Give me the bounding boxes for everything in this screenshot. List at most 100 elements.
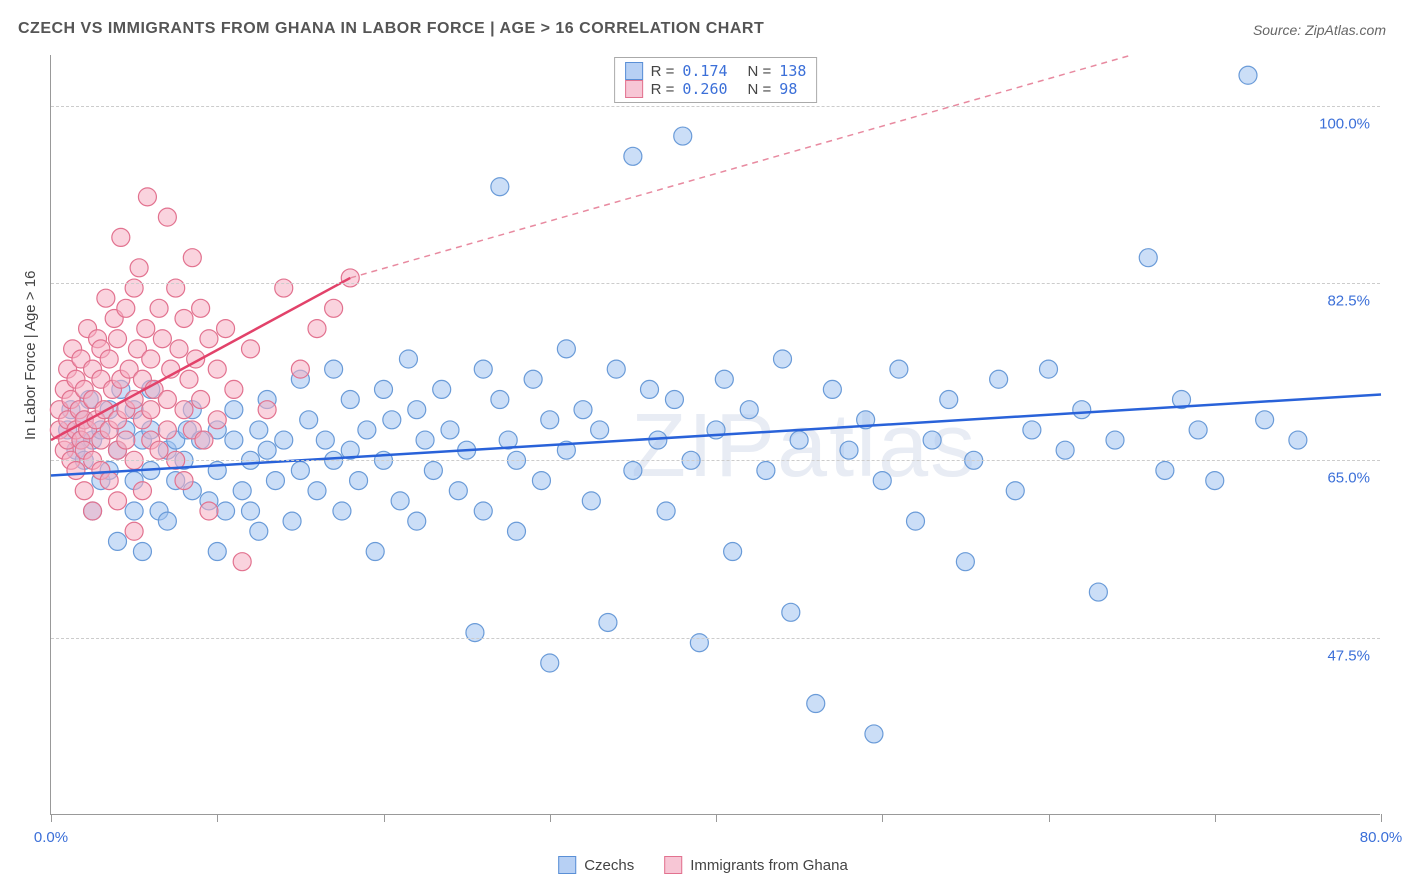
y-axis-title: In Labor Force | Age > 16 bbox=[22, 271, 39, 440]
gridline-h bbox=[51, 106, 1380, 107]
scatter-point bbox=[840, 441, 858, 459]
scatter-point bbox=[158, 208, 176, 226]
x-tick-label: 80.0% bbox=[1360, 829, 1403, 846]
trend-line bbox=[51, 394, 1381, 475]
scatter-point bbox=[1139, 249, 1157, 267]
scatter-point bbox=[233, 553, 251, 571]
x-tick bbox=[1381, 814, 1382, 822]
scatter-point bbox=[130, 259, 148, 277]
scatter-point bbox=[574, 401, 592, 419]
scatter-point bbox=[1006, 482, 1024, 500]
y-tick-label: 65.0% bbox=[1327, 470, 1370, 487]
scatter-point bbox=[117, 299, 135, 317]
scatter-point bbox=[1206, 472, 1224, 490]
x-tick bbox=[550, 814, 551, 822]
chart-title: CZECH VS IMMIGRANTS FROM GHANA IN LABOR … bbox=[18, 20, 764, 38]
scatter-point bbox=[1256, 411, 1274, 429]
scatter-point bbox=[112, 228, 130, 246]
scatter-point bbox=[150, 299, 168, 317]
scatter-point bbox=[1156, 461, 1174, 479]
scatter-point bbox=[325, 360, 343, 378]
scatter-point bbox=[1239, 66, 1257, 84]
scatter-point bbox=[541, 654, 559, 672]
scatter-point bbox=[582, 492, 600, 510]
scatter-point bbox=[399, 350, 417, 368]
x-tick bbox=[716, 814, 717, 822]
scatter-point bbox=[300, 411, 318, 429]
scatter-point bbox=[283, 512, 301, 530]
trend-line-extrapolated bbox=[350, 55, 1131, 278]
scatter-point bbox=[607, 360, 625, 378]
y-tick-label: 100.0% bbox=[1319, 115, 1370, 132]
scatter-point bbox=[125, 522, 143, 540]
scatter-point bbox=[1023, 421, 1041, 439]
scatter-point bbox=[200, 330, 218, 348]
scatter-point bbox=[449, 482, 467, 500]
scatter-point bbox=[200, 502, 218, 520]
scatter-point bbox=[242, 502, 260, 520]
scatter-point bbox=[990, 370, 1008, 388]
scatter-point bbox=[433, 380, 451, 398]
scatter-point bbox=[823, 380, 841, 398]
scatter-point bbox=[1073, 401, 1091, 419]
scatter-point bbox=[167, 279, 185, 297]
x-tick bbox=[384, 814, 385, 822]
scatter-point bbox=[350, 472, 368, 490]
gridline-h bbox=[51, 283, 1380, 284]
scatter-point bbox=[158, 421, 176, 439]
scatter-point bbox=[158, 391, 176, 409]
scatter-point bbox=[790, 431, 808, 449]
scatter-point bbox=[183, 249, 201, 267]
scatter-point bbox=[474, 502, 492, 520]
scatter-point bbox=[1040, 360, 1058, 378]
scatter-point bbox=[491, 391, 509, 409]
scatter-point bbox=[657, 502, 675, 520]
scatter-point bbox=[217, 502, 235, 520]
scatter-point bbox=[308, 320, 326, 338]
scatter-point bbox=[275, 431, 293, 449]
scatter-point bbox=[208, 543, 226, 561]
scatter-point bbox=[137, 320, 155, 338]
scatter-point bbox=[195, 431, 213, 449]
scatter-point bbox=[508, 522, 526, 540]
scatter-point bbox=[308, 482, 326, 500]
scatter-point bbox=[175, 472, 193, 490]
scatter-point bbox=[956, 553, 974, 571]
scatter-point bbox=[408, 401, 426, 419]
scatter-point bbox=[366, 543, 384, 561]
scatter-point bbox=[109, 330, 127, 348]
scatter-point bbox=[341, 391, 359, 409]
scatter-point bbox=[158, 512, 176, 530]
scatter-point bbox=[175, 309, 193, 327]
scatter-point bbox=[624, 147, 642, 165]
source-attribution: Source: ZipAtlas.com bbox=[1253, 22, 1386, 38]
scatter-point bbox=[333, 502, 351, 520]
scatter-point bbox=[474, 360, 492, 378]
scatter-point bbox=[757, 461, 775, 479]
scatter-point bbox=[599, 613, 617, 631]
scatter-point bbox=[100, 472, 118, 490]
scatter-point bbox=[316, 431, 334, 449]
scatter-point bbox=[192, 299, 210, 317]
scatter-point bbox=[225, 380, 243, 398]
scatter-point bbox=[250, 522, 268, 540]
scatter-point bbox=[325, 299, 343, 317]
scatter-point bbox=[873, 472, 891, 490]
scatter-point bbox=[466, 624, 484, 642]
scatter-point bbox=[890, 360, 908, 378]
scatter-point bbox=[97, 289, 115, 307]
scatter-point bbox=[624, 461, 642, 479]
y-tick-label: 47.5% bbox=[1327, 647, 1370, 664]
x-tick bbox=[217, 814, 218, 822]
scatter-point bbox=[923, 431, 941, 449]
scatter-point bbox=[225, 431, 243, 449]
chart-svg bbox=[51, 55, 1380, 814]
scatter-point bbox=[142, 350, 160, 368]
scatter-point bbox=[109, 532, 127, 550]
scatter-point bbox=[907, 512, 925, 530]
scatter-point bbox=[84, 502, 102, 520]
scatter-point bbox=[266, 472, 284, 490]
y-tick-label: 82.5% bbox=[1327, 293, 1370, 310]
scatter-point bbox=[138, 188, 156, 206]
scatter-point bbox=[242, 340, 260, 358]
